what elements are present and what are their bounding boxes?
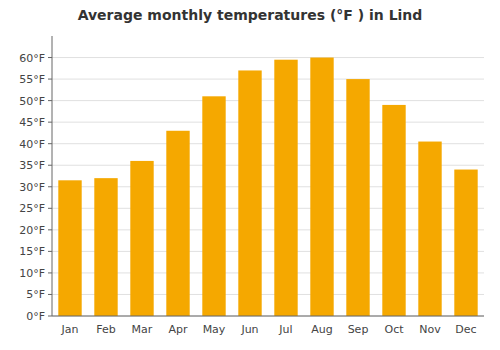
x-tick-label: Mar — [132, 323, 153, 336]
y-tick — [48, 165, 52, 166]
bar — [166, 131, 189, 316]
y-tick — [48, 122, 52, 123]
x-tick-label: May — [203, 323, 226, 336]
y-tick-label: 0°F — [26, 310, 45, 323]
bar — [418, 142, 441, 316]
x-tick-label: Apr — [168, 323, 188, 336]
y-grid — [52, 58, 484, 316]
y-tick — [48, 316, 52, 317]
x-tick-label: Jan — [61, 323, 79, 336]
grid-line — [52, 57, 484, 58]
x-axis-line — [52, 316, 484, 317]
bar — [130, 161, 153, 316]
y-tick — [48, 208, 52, 209]
y-tick — [48, 79, 52, 80]
y-tick-label: 45°F — [19, 116, 45, 129]
y-axis-line — [52, 36, 53, 316]
bar — [58, 180, 81, 316]
y-tick-label: 40°F — [19, 138, 45, 151]
bars — [58, 58, 477, 316]
y-tick-label: 55°F — [19, 73, 45, 86]
x-tick-label: Nov — [419, 323, 441, 336]
y-tick — [48, 100, 52, 101]
y-tick-label: 50°F — [19, 95, 45, 108]
chart-title: Average monthly temperatures (°F ) in Li… — [78, 7, 423, 23]
x-tick-label: Jul — [278, 323, 292, 336]
chart-svg: Average monthly temperatures (°F ) in Li… — [0, 0, 500, 350]
grid-line — [52, 316, 484, 317]
grid-line — [52, 100, 484, 101]
y-tick-label: 30°F — [19, 181, 45, 194]
bar — [346, 79, 369, 316]
bar — [238, 70, 261, 316]
x-tick-label: Feb — [96, 323, 115, 336]
bar — [202, 96, 225, 316]
x-axis-ticks: Jan Feb Mar Apr May Jun Jul Aug Sep Oct Nov Dec — [61, 323, 477, 336]
x-tick-label: Oct — [384, 323, 404, 336]
y-tick-label: 15°F — [19, 245, 45, 258]
y-axis-ticks: 0°F 5°F 10°F 15°F 20°F 25°F 30°F 35°F 40°F 45°F 50… — [19, 52, 52, 323]
bar — [454, 170, 477, 316]
y-tick — [48, 272, 52, 273]
y-tick-label: 35°F — [19, 159, 45, 172]
y-tick-label: 60°F — [19, 52, 45, 65]
x-tick-label: Sep — [348, 323, 369, 336]
y-tick — [48, 143, 52, 144]
x-tick-label: Aug — [311, 323, 332, 336]
x-tick-label: Dec — [455, 323, 476, 336]
x-tick-label: Jun — [240, 323, 258, 336]
bar — [382, 105, 405, 316]
y-tick — [48, 251, 52, 252]
grid-line — [52, 79, 484, 80]
grid-line — [52, 122, 484, 123]
bar — [94, 178, 117, 316]
y-tick-label: 20°F — [19, 224, 45, 237]
bar — [310, 58, 333, 316]
y-tick-label: 25°F — [19, 202, 45, 215]
y-tick-label: 5°F — [26, 288, 45, 301]
bar — [274, 60, 297, 316]
y-tick — [48, 57, 52, 58]
y-tick — [48, 186, 52, 187]
y-tick-label: 10°F — [19, 267, 45, 280]
y-tick — [48, 229, 52, 230]
y-tick — [48, 294, 52, 295]
chart-container: Average monthly temperatures (°F ) in Li… — [0, 0, 500, 350]
